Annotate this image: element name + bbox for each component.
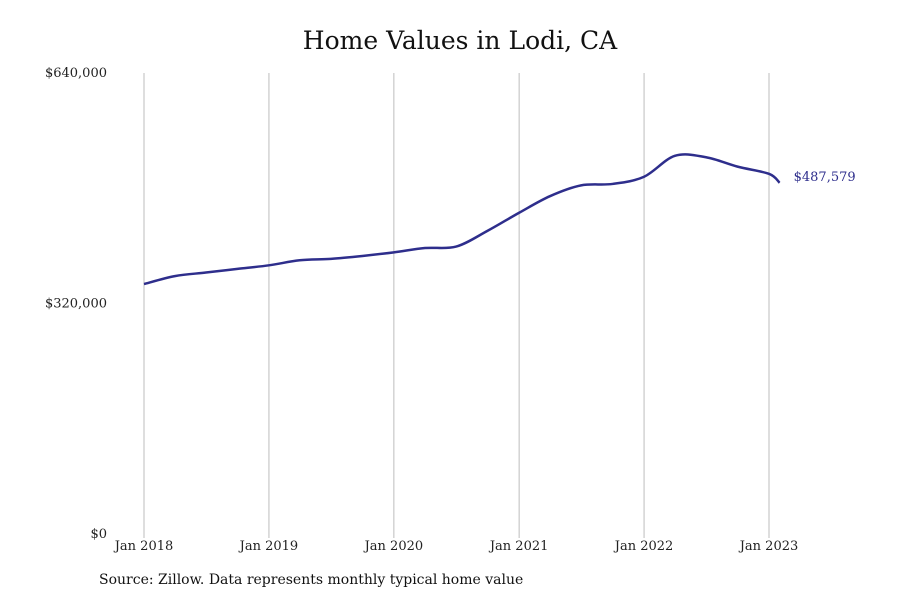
- y-tick-label: $0: [90, 527, 107, 542]
- x-tick-label: Jan 2020: [363, 539, 424, 554]
- x-tick-label: Jan 2023: [738, 539, 799, 554]
- x-tick-label: Jan 2019: [238, 539, 299, 554]
- x-tick-label: Jan 2022: [613, 539, 674, 554]
- source-note: Source: Zillow. Data represents monthly …: [99, 572, 524, 588]
- end-value-label: $487,579: [794, 170, 856, 185]
- chart-title: Home Values in Lodi, CA: [302, 26, 618, 55]
- x-tick-label: Jan 2018: [113, 539, 174, 554]
- y-tick-label: $640,000: [45, 66, 107, 81]
- x-tick-label: Jan 2021: [488, 539, 549, 554]
- series-line: [143, 153, 781, 286]
- y-tick-label: $320,000: [45, 297, 107, 312]
